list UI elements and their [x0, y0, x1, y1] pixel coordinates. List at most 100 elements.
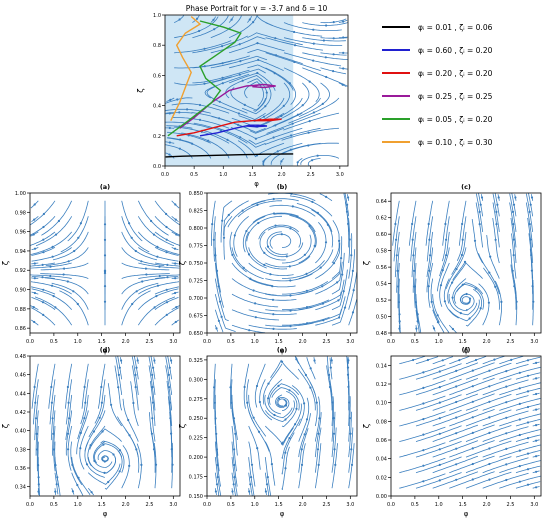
stream-arrow	[239, 60, 242, 63]
x-tick-label: 0.5	[411, 339, 419, 345]
stream-arrow	[288, 437, 291, 440]
plot-area-c	[392, 193, 535, 333]
x-tick-label: 2.5	[145, 502, 153, 508]
stream-arrow	[422, 480, 425, 483]
y-tick-label: 0.10	[376, 401, 387, 407]
stream-arrow	[273, 413, 276, 417]
stream-arrow	[33, 320, 36, 324]
y-tick-label: 0.86	[15, 326, 26, 332]
stream-arrow	[305, 272, 308, 275]
stream-arrow	[267, 397, 270, 400]
stream-arrow	[174, 320, 177, 324]
stream-arrow	[535, 408, 538, 411]
streamline-72	[248, 127, 303, 145]
stream-arrow	[468, 317, 471, 320]
stream-arrow	[176, 98, 179, 101]
y-tick-label: 0.60	[376, 232, 387, 238]
stream-arrow	[151, 373, 154, 376]
stream-arrow	[198, 29, 201, 33]
y-tick-label: 0.96	[15, 230, 26, 236]
stream-arrow	[79, 447, 82, 450]
stream-arrow	[455, 463, 458, 466]
stream-arrow	[101, 430, 104, 433]
stream-arrow	[100, 385, 103, 389]
streamline-45	[121, 290, 151, 326]
stream-arrow	[526, 405, 530, 409]
stream-arrow	[341, 83, 344, 86]
stream-arrow	[474, 287, 477, 290]
stream-arrow	[153, 306, 156, 309]
stream-arrow	[455, 432, 458, 435]
stream-arrow	[303, 253, 306, 256]
stream-arrow	[351, 311, 355, 314]
stream-arrow	[441, 359, 444, 362]
stream-arrow	[156, 284, 159, 287]
stream-arrow	[518, 387, 521, 390]
stream-arrow	[215, 483, 219, 486]
stream-arrow	[285, 255, 288, 258]
stream-arrow	[471, 385, 474, 388]
x-axis-label: φ	[280, 510, 285, 518]
stream-arrow	[271, 285, 274, 288]
stream-arrow	[215, 327, 218, 330]
y-tick-label: 0.44	[15, 391, 26, 397]
stream-arrow	[312, 42, 315, 45]
stream-arrow	[505, 385, 508, 388]
streamline-24	[245, 231, 267, 269]
stream-arrow	[263, 251, 266, 254]
stream-arrow	[178, 147, 181, 150]
x-tick-label: 1.5	[459, 502, 467, 508]
streamline-40	[281, 391, 298, 428]
stream-arrow	[165, 212, 168, 216]
stream-arrow	[248, 18, 251, 21]
stream-arrow	[526, 421, 530, 424]
y-tick-label: 0.48	[15, 354, 26, 360]
stream-arrow	[284, 451, 287, 454]
stream-arrow	[151, 417, 154, 420]
y-tick-label: 0.98	[15, 210, 26, 216]
stream-arrow	[350, 448, 353, 451]
stream-arrow	[284, 467, 287, 470]
stream-arrow	[265, 91, 268, 94]
stream-arrow	[293, 30, 296, 34]
stream-arrow	[471, 400, 474, 403]
stream-arrow	[428, 269, 431, 272]
y-axis-label: ζ	[362, 424, 371, 428]
stream-arrow	[413, 269, 416, 272]
stream-arrow	[428, 238, 431, 241]
stream-arrow	[212, 238, 215, 241]
stream-arrow	[248, 329, 251, 332]
stream-arrow	[312, 28, 315, 31]
stream-arrow	[505, 432, 508, 435]
stream-arrow	[496, 203, 499, 206]
stream-arrow	[317, 432, 320, 435]
y-tick-label: 0.6	[153, 73, 161, 79]
stream-arrow	[257, 430, 261, 433]
stream-arrow	[480, 196, 484, 199]
stream-arrow	[140, 260, 143, 263]
stream-arrow	[352, 289, 355, 292]
x-tick-label: 0.5	[50, 502, 58, 508]
stream-arrow	[156, 255, 159, 258]
chart-f: 0.0 0.5 1.0 1.5 2.0 2.5 3.0 0.00 0.02 0.04 0.06 0.0…	[362, 346, 542, 518]
stream-arrow	[301, 104, 304, 107]
x-tick-label: 1.0	[251, 502, 259, 508]
stream-arrow	[217, 319, 220, 322]
stream-arrow	[468, 297, 472, 300]
stream-arrow	[445, 238, 448, 241]
stream-arrow	[203, 82, 206, 85]
streamline-68	[311, 209, 334, 248]
axes-frame	[29, 192, 181, 334]
stream-arrow	[280, 114, 283, 118]
stream-arrow	[50, 385, 53, 389]
stream-arrow	[252, 289, 255, 292]
stream-arrow	[243, 103, 246, 106]
chart-c: 0.0 0.5 1.0 1.5 2.0 2.5 3.0 0.48 0.50 0.52 0.54 0.5…	[362, 183, 542, 355]
stream-arrow	[107, 480, 110, 484]
stream-arrow	[305, 289, 308, 292]
y-tick-label: 0.250	[189, 416, 203, 422]
y-tick-label: 0.700	[189, 296, 203, 302]
stream-arrow	[132, 401, 135, 405]
stream-arrow	[288, 82, 291, 85]
stream-arrow	[33, 385, 36, 389]
